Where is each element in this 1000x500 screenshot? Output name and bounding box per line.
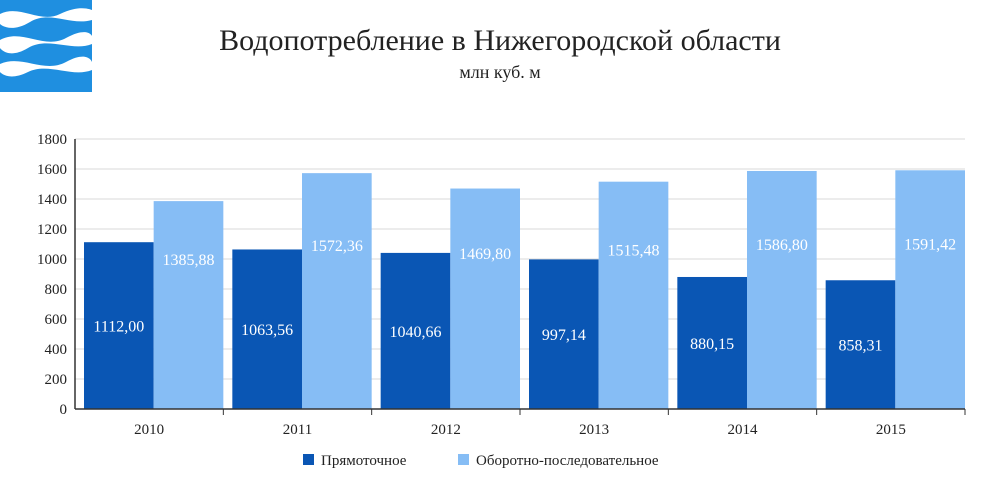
y-tick-label: 1600 bbox=[37, 162, 67, 178]
y-tick-label: 1000 bbox=[37, 252, 67, 268]
x-tick-label: 2010 bbox=[134, 422, 164, 438]
legend: Прямоточное Оборотно-последовательное bbox=[303, 453, 659, 469]
data-label: 1515,48 bbox=[608, 242, 660, 259]
bar-2012-series-1 bbox=[380, 252, 451, 409]
data-label: 1040,66 bbox=[390, 324, 442, 341]
legend-swatch-series-1 bbox=[303, 454, 314, 465]
bar-2011-series-1 bbox=[232, 249, 302, 409]
y-tick-label: 800 bbox=[45, 282, 68, 298]
data-label: 1112,00 bbox=[93, 319, 144, 336]
x-tick-label: 2011 bbox=[283, 422, 312, 438]
data-label: 997,14 bbox=[542, 327, 586, 344]
data-label: 1063,56 bbox=[241, 322, 293, 339]
legend-label: Прямоточное bbox=[321, 453, 407, 469]
data-label: 1572,36 bbox=[311, 238, 363, 255]
data-label: 858,31 bbox=[839, 338, 883, 355]
bar-2014-series-1 bbox=[677, 276, 747, 409]
bar-2013-series-1 bbox=[529, 259, 599, 409]
x-tick-label: 2014 bbox=[728, 422, 759, 438]
y-tick-label: 1400 bbox=[37, 192, 67, 208]
bar-2011-series-2 bbox=[302, 173, 372, 409]
legend-swatch-series-2 bbox=[458, 454, 469, 465]
data-label: 1586,80 bbox=[756, 237, 808, 254]
legend-label: Оборотно-последовательное bbox=[476, 453, 659, 469]
data-label: 1591,42 bbox=[904, 237, 956, 254]
y-tick-label: 200 bbox=[45, 372, 68, 388]
bar-2013-series-2 bbox=[598, 181, 669, 409]
y-tick-label: 400 bbox=[45, 342, 68, 358]
x-tick-label: 2012 bbox=[431, 422, 461, 438]
data-label: 880,15 bbox=[690, 336, 734, 353]
chart-title: Водопотребление в Нижегородской области bbox=[219, 24, 781, 57]
bar-2010-series-1 bbox=[84, 242, 154, 409]
bar-2014-series-2 bbox=[747, 170, 817, 409]
x-tick-label: 2015 bbox=[876, 422, 906, 438]
y-tick-label: 1800 bbox=[37, 132, 67, 148]
y-tick-label: 600 bbox=[45, 312, 68, 328]
water-waves-logo-icon bbox=[0, 0, 92, 92]
bar-2015-series-1 bbox=[825, 280, 896, 409]
chart-subtitle: млн куб. м bbox=[459, 62, 541, 82]
bar-2015-series-2 bbox=[895, 170, 965, 409]
data-label: 1385,88 bbox=[163, 252, 215, 269]
axes: 0 200 400 600 800 1000 1200 1400 1600 1800 2010 201… bbox=[37, 132, 966, 438]
bar-2010-series-2 bbox=[153, 201, 224, 409]
data-label: 1469,80 bbox=[459, 246, 511, 263]
y-tick-label: 0 bbox=[60, 402, 68, 418]
bars: 1112,00 1385,88 1063,56 1572,36 1040,66 1469,… bbox=[84, 170, 965, 409]
bar-2012-series-2 bbox=[450, 188, 520, 409]
y-tick-label: 1200 bbox=[37, 222, 67, 238]
x-tick-label: 2013 bbox=[579, 422, 609, 438]
